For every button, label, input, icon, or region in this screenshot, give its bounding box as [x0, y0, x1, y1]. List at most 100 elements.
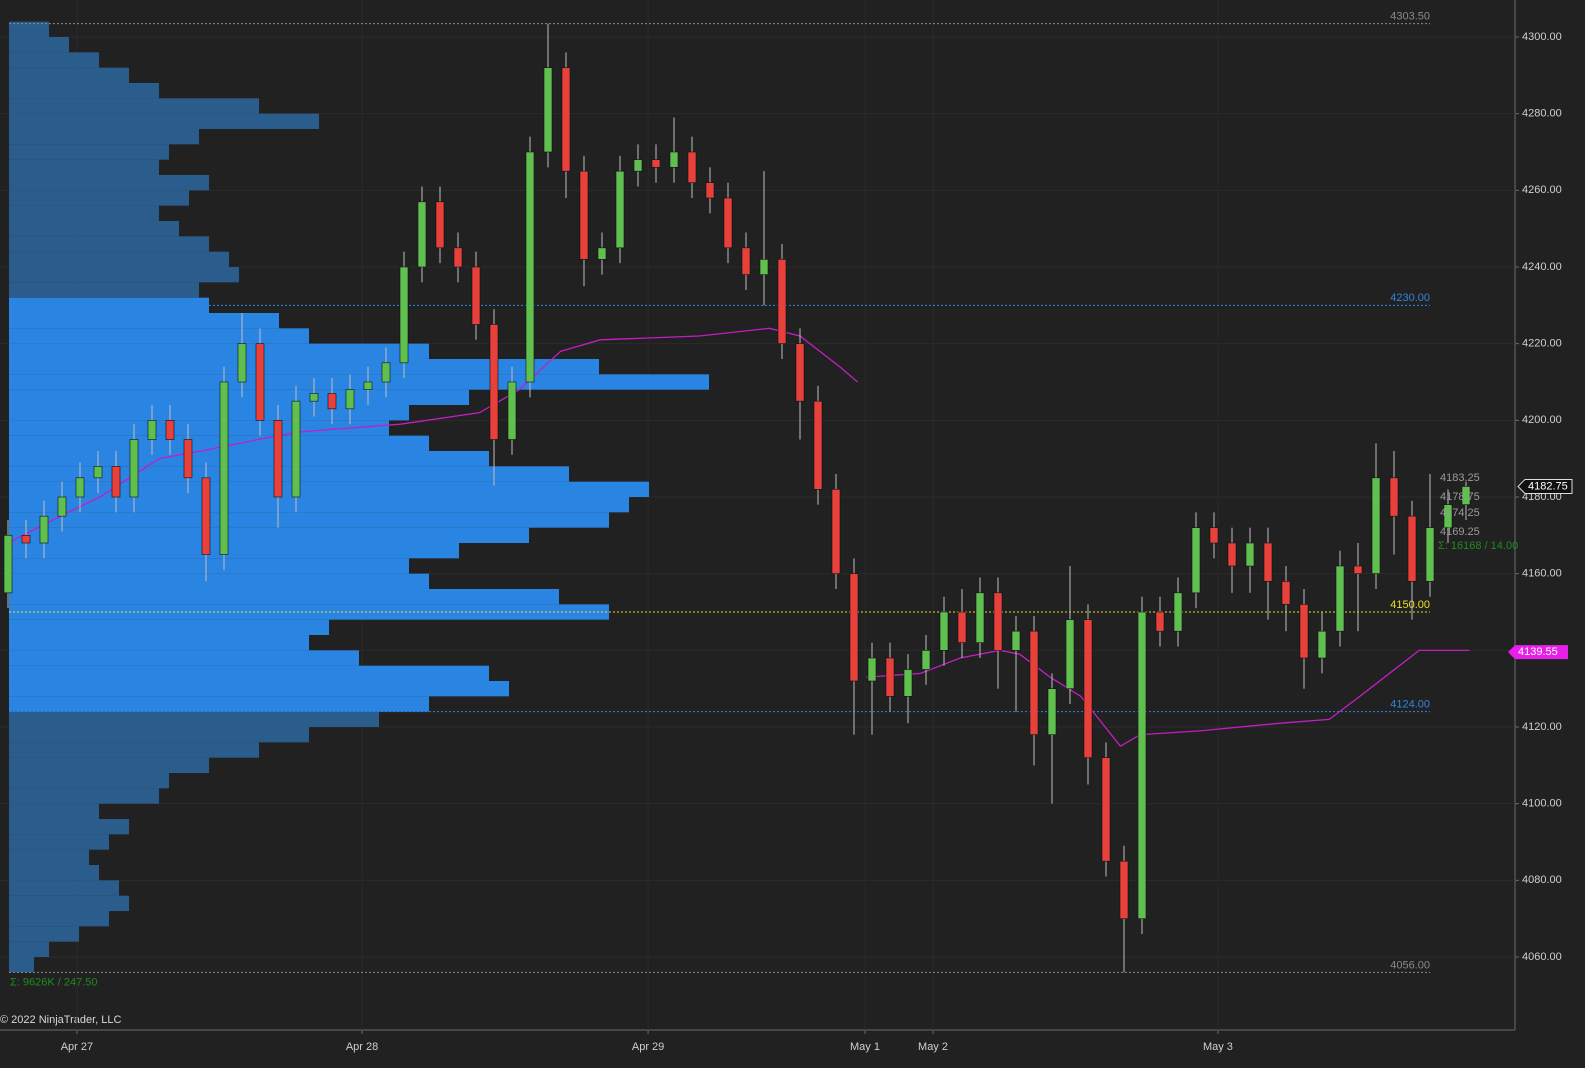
candle-body: [1335, 565, 1345, 632]
profile-bar: [9, 665, 489, 682]
candle-body: [345, 389, 355, 410]
level-label: 4303.50: [1390, 10, 1430, 22]
candle-body: [975, 592, 985, 643]
candle-body: [669, 151, 679, 168]
profile-bar: [9, 435, 429, 452]
level-label: 4056.00: [1390, 959, 1430, 971]
copyright: © 2022 NinjaTrader, LLC: [0, 1014, 121, 1026]
candle-body: [777, 259, 787, 344]
candle-body: [867, 657, 877, 682]
candle-body: [435, 201, 445, 249]
last-price-label: 4182.75: [1528, 480, 1568, 492]
candle-body: [417, 201, 427, 268]
profile-bar: [9, 190, 189, 206]
candle-body: [1461, 486, 1471, 505]
candle-body: [597, 247, 607, 260]
candle-body: [993, 592, 1003, 651]
candle-body: [1011, 630, 1021, 651]
profile-summary: Σ: 9626K / 247.50: [10, 976, 98, 988]
profile-bar: [9, 343, 429, 359]
profile-bar: [9, 849, 89, 866]
profile-bar: [9, 635, 309, 651]
y-tick-label: 4240.00: [1522, 261, 1562, 273]
candle-body: [813, 400, 823, 490]
profile-bar: [9, 144, 169, 160]
profile-bar: [9, 573, 429, 590]
candle-body: [759, 259, 769, 275]
profile-bar: [9, 205, 159, 221]
y-tick-label: 4100.00: [1522, 798, 1562, 810]
vwap-price-box: [1508, 645, 1568, 660]
candle-body: [381, 362, 391, 383]
profile-bar: [9, 98, 259, 114]
x-tick-label: Apr 29: [632, 1041, 664, 1053]
candle-body: [525, 151, 535, 383]
candle-body: [327, 393, 337, 410]
profile-bar: [9, 113, 319, 129]
profile-bar: [9, 405, 409, 421]
candle-body: [1263, 542, 1273, 582]
x-tick-label: May 2: [918, 1041, 948, 1053]
candle-body: [543, 67, 553, 153]
candle-body: [1101, 757, 1111, 862]
candle-body: [561, 67, 571, 172]
candle-body: [1047, 688, 1057, 735]
profile-bar: [9, 895, 129, 912]
y-tick-label: 4160.00: [1522, 568, 1562, 580]
profile-bar: [9, 788, 159, 804]
profile-bar: [9, 880, 119, 896]
candle-body: [1317, 630, 1327, 659]
profile-bar: [9, 451, 489, 467]
profile-bar: [9, 558, 409, 574]
profile-bar: [9, 67, 129, 83]
profile-bar: [9, 589, 559, 605]
candle-body: [489, 324, 499, 440]
candle-body: [921, 650, 931, 670]
profile-bar: [9, 159, 159, 175]
profile-bar: [9, 466, 569, 482]
profile-bar: [9, 650, 359, 666]
candle-body: [633, 159, 643, 172]
x-tick-label: May 1: [850, 1041, 880, 1053]
profile-bar: [9, 681, 509, 697]
candle-body: [1155, 611, 1165, 632]
x-tick-label: Apr 27: [61, 1041, 93, 1053]
y-tick-label: 4060.00: [1522, 951, 1562, 963]
y-tick-label: 4300.00: [1522, 31, 1562, 43]
profile-bar: [9, 220, 179, 237]
candle-body: [399, 266, 409, 364]
profile-bar: [9, 543, 459, 559]
profile-bar: [9, 512, 609, 528]
candle-body: [831, 489, 841, 574]
candle-body: [183, 439, 193, 479]
x-tick-label: Apr 28: [346, 1041, 378, 1053]
candle-body: [1119, 860, 1129, 919]
level-label: 4230.00: [1390, 292, 1430, 304]
session-label: 4178.75: [1440, 491, 1480, 503]
profile-bar: [9, 711, 379, 728]
profile-bar: [9, 389, 469, 406]
candle-body: [57, 496, 67, 517]
candle-body: [1065, 619, 1075, 689]
candle-body: [1209, 527, 1219, 544]
candle-body: [39, 515, 49, 544]
session-label: 4174.25: [1440, 507, 1480, 519]
profile-bar: [9, 128, 199, 145]
profile-bar: [9, 312, 279, 329]
session-label: 4169.25: [1440, 526, 1480, 538]
candle-body: [1227, 542, 1237, 567]
x-tick-label: May 3: [1203, 1041, 1233, 1053]
candle-body: [1173, 592, 1183, 632]
candle-body: [1083, 619, 1093, 758]
profile-bar: [9, 236, 209, 252]
candle-body: [111, 466, 121, 498]
profile-bar: [9, 865, 99, 881]
candle-body: [273, 420, 283, 498]
level-label: 4124.00: [1390, 699, 1430, 711]
candle-body: [885, 657, 895, 697]
profile-bar: [9, 374, 709, 390]
profile-bar: [9, 819, 129, 835]
y-tick-label: 4280.00: [1522, 108, 1562, 120]
candle-body: [1353, 565, 1363, 574]
